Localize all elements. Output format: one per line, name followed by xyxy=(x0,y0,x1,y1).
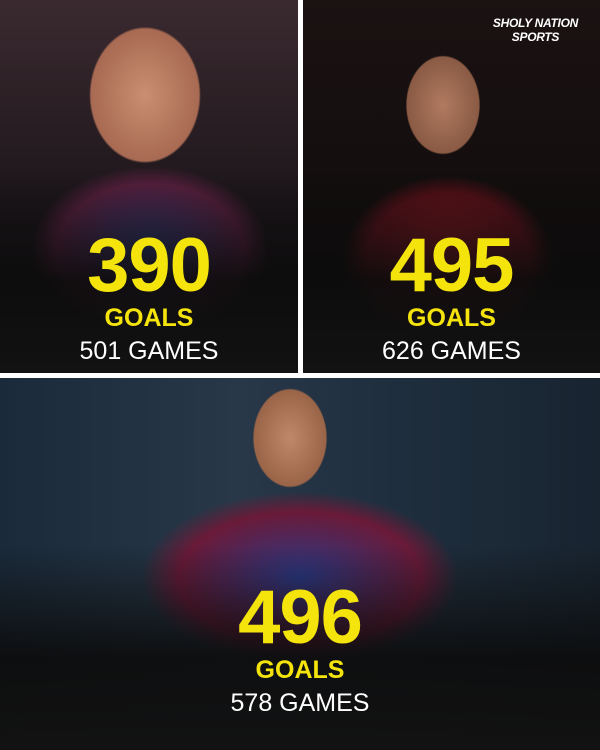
photo-shade xyxy=(0,167,298,373)
goals-count: 495 xyxy=(389,223,515,308)
goals-label: GOALS xyxy=(104,304,194,332)
brand-line1: SHOLY NATION xyxy=(492,16,578,30)
photo-shade xyxy=(0,545,600,750)
games-count: 501 GAMES xyxy=(79,337,219,365)
photo-shade xyxy=(303,167,600,373)
games-count: 626 GAMES xyxy=(382,337,521,365)
brand-logo: SHOLY NATION SPORTS xyxy=(493,16,578,44)
player-panel-top-right: SHOLY NATION SPORTS 495 GOALS 626 GAMES xyxy=(303,0,600,373)
player-stat: 496 GOALS 578 GAMES xyxy=(0,580,600,716)
goals-label: GOALS xyxy=(255,656,345,684)
player-stat: 390 GOALS 501 GAMES xyxy=(0,228,298,364)
player-panel-top-left: 390 GOALS 501 GAMES xyxy=(0,0,298,373)
player-panel-bottom: 496 GOALS 578 GAMES xyxy=(0,378,600,750)
goals-label: GOALS xyxy=(407,304,496,332)
player-stat: 495 GOALS 626 GAMES xyxy=(303,228,600,364)
goals-count: 496 xyxy=(238,575,363,660)
brand-line2: SPORTS xyxy=(511,30,560,44)
goals-count: 390 xyxy=(87,223,212,308)
games-count: 578 GAMES xyxy=(230,689,370,717)
